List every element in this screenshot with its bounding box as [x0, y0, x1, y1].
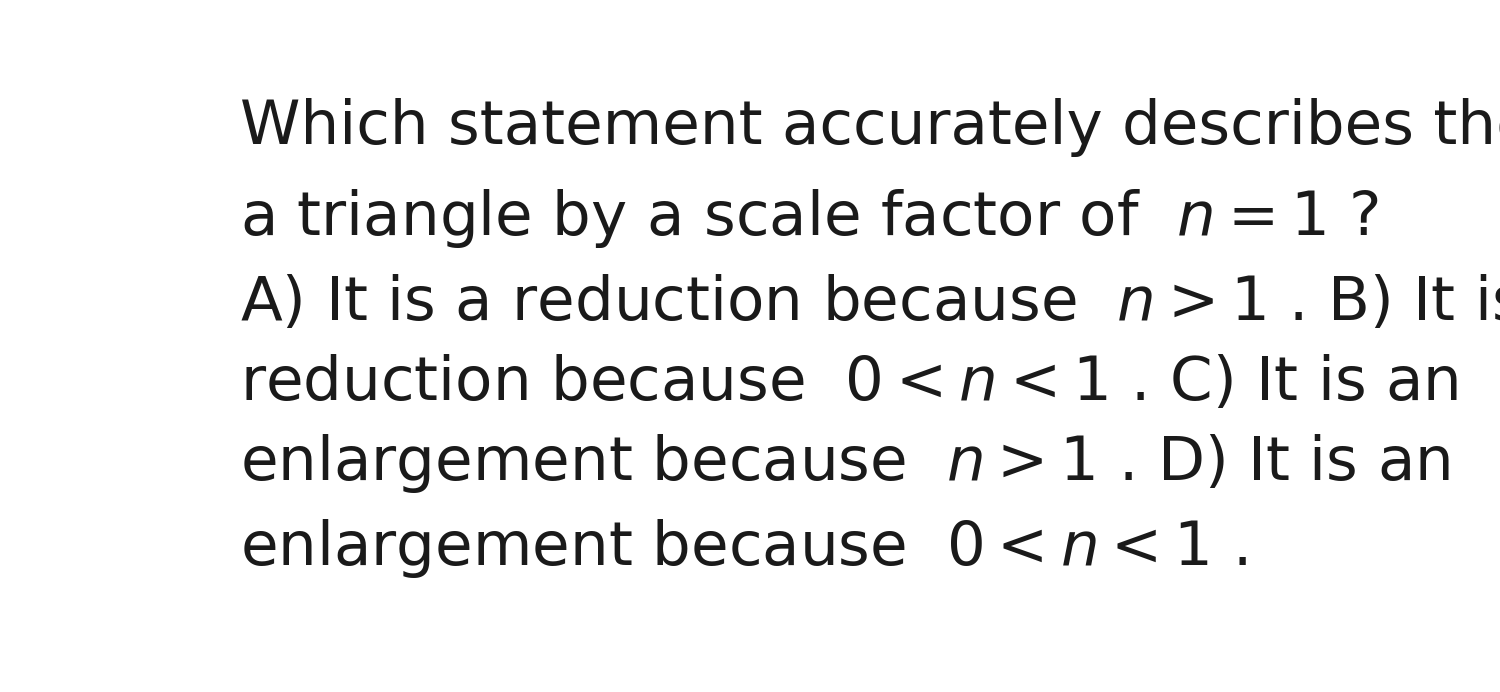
- Text: A) It is a reduction because  $n>1$ . B) It is a: A) It is a reduction because $n>1$ . B) …: [240, 274, 1500, 333]
- Text: Which statement accurately describes the dilation of: Which statement accurately describes the…: [240, 98, 1500, 157]
- Text: a triangle by a scale factor of  $n=1$ ?: a triangle by a scale factor of $n=1$ ?: [240, 187, 1378, 250]
- Text: enlargement because  $n>1$ . D) It is an: enlargement because $n>1$ . D) It is an: [240, 432, 1450, 495]
- Text: enlargement because  $0<n<1$ .: enlargement because $0<n<1$ .: [240, 517, 1246, 581]
- Text: reduction because  $0<n<1$ . C) It is an: reduction because $0<n<1$ . C) It is an: [240, 354, 1458, 413]
